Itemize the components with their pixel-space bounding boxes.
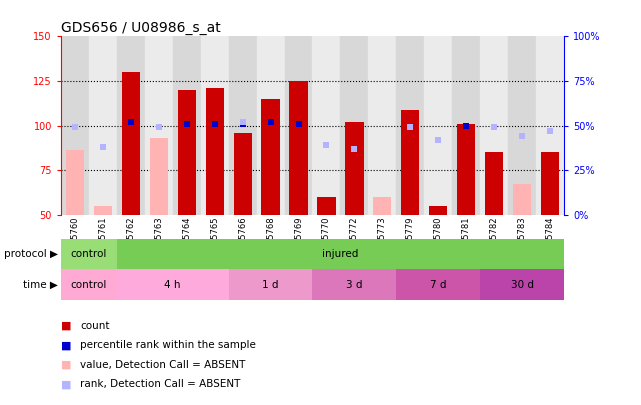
Text: count: count <box>80 321 110 331</box>
Bar <box>480 36 508 215</box>
Bar <box>401 109 419 215</box>
Bar <box>145 36 172 215</box>
Bar <box>485 152 503 215</box>
Bar <box>541 152 559 215</box>
Text: time ▶: time ▶ <box>23 279 58 290</box>
Text: percentile rank within the sample: percentile rank within the sample <box>80 341 256 350</box>
Text: value, Detection Call = ABSENT: value, Detection Call = ABSENT <box>80 360 246 370</box>
Bar <box>340 36 369 215</box>
Bar <box>61 269 117 300</box>
Bar <box>457 124 476 215</box>
Bar <box>89 36 117 215</box>
Text: 7 d: 7 d <box>430 279 447 290</box>
Bar <box>536 36 564 215</box>
Text: control: control <box>71 249 107 259</box>
Text: injured: injured <box>322 249 358 259</box>
Bar <box>117 36 145 215</box>
Bar <box>290 81 308 215</box>
Text: ■: ■ <box>61 321 71 331</box>
Text: 4 h: 4 h <box>165 279 181 290</box>
Bar <box>117 239 564 269</box>
Text: 30 d: 30 d <box>511 279 534 290</box>
Bar <box>396 269 480 300</box>
Bar <box>233 133 252 215</box>
Text: ■: ■ <box>61 360 71 370</box>
Text: protocol ▶: protocol ▶ <box>4 249 58 259</box>
Bar <box>480 269 564 300</box>
Bar <box>313 269 396 300</box>
Text: rank, Detection Call = ABSENT: rank, Detection Call = ABSENT <box>80 379 240 389</box>
Text: GDS656 / U08986_s_at: GDS656 / U08986_s_at <box>61 21 221 35</box>
Bar <box>256 36 285 215</box>
Bar <box>285 36 313 215</box>
Bar <box>453 36 480 215</box>
Bar <box>513 184 531 215</box>
Bar <box>317 197 335 215</box>
Bar <box>66 151 84 215</box>
Bar <box>429 206 447 215</box>
Bar <box>508 36 536 215</box>
Text: 1 d: 1 d <box>262 279 279 290</box>
Bar <box>172 36 201 215</box>
Text: 3 d: 3 d <box>346 279 363 290</box>
Bar <box>206 88 224 215</box>
Bar <box>122 72 140 215</box>
Bar <box>369 36 396 215</box>
Bar <box>229 269 313 300</box>
Bar <box>313 36 340 215</box>
Text: ■: ■ <box>61 379 71 389</box>
Bar <box>373 197 392 215</box>
Text: ■: ■ <box>61 341 71 350</box>
Bar <box>61 239 117 269</box>
Bar <box>229 36 256 215</box>
Bar <box>117 269 229 300</box>
Bar <box>178 90 196 215</box>
Bar <box>396 36 424 215</box>
Bar <box>424 36 453 215</box>
Bar <box>345 122 363 215</box>
Bar <box>149 138 168 215</box>
Bar <box>94 206 112 215</box>
Bar <box>262 99 279 215</box>
Text: control: control <box>71 279 107 290</box>
Bar <box>61 36 89 215</box>
Bar <box>201 36 229 215</box>
